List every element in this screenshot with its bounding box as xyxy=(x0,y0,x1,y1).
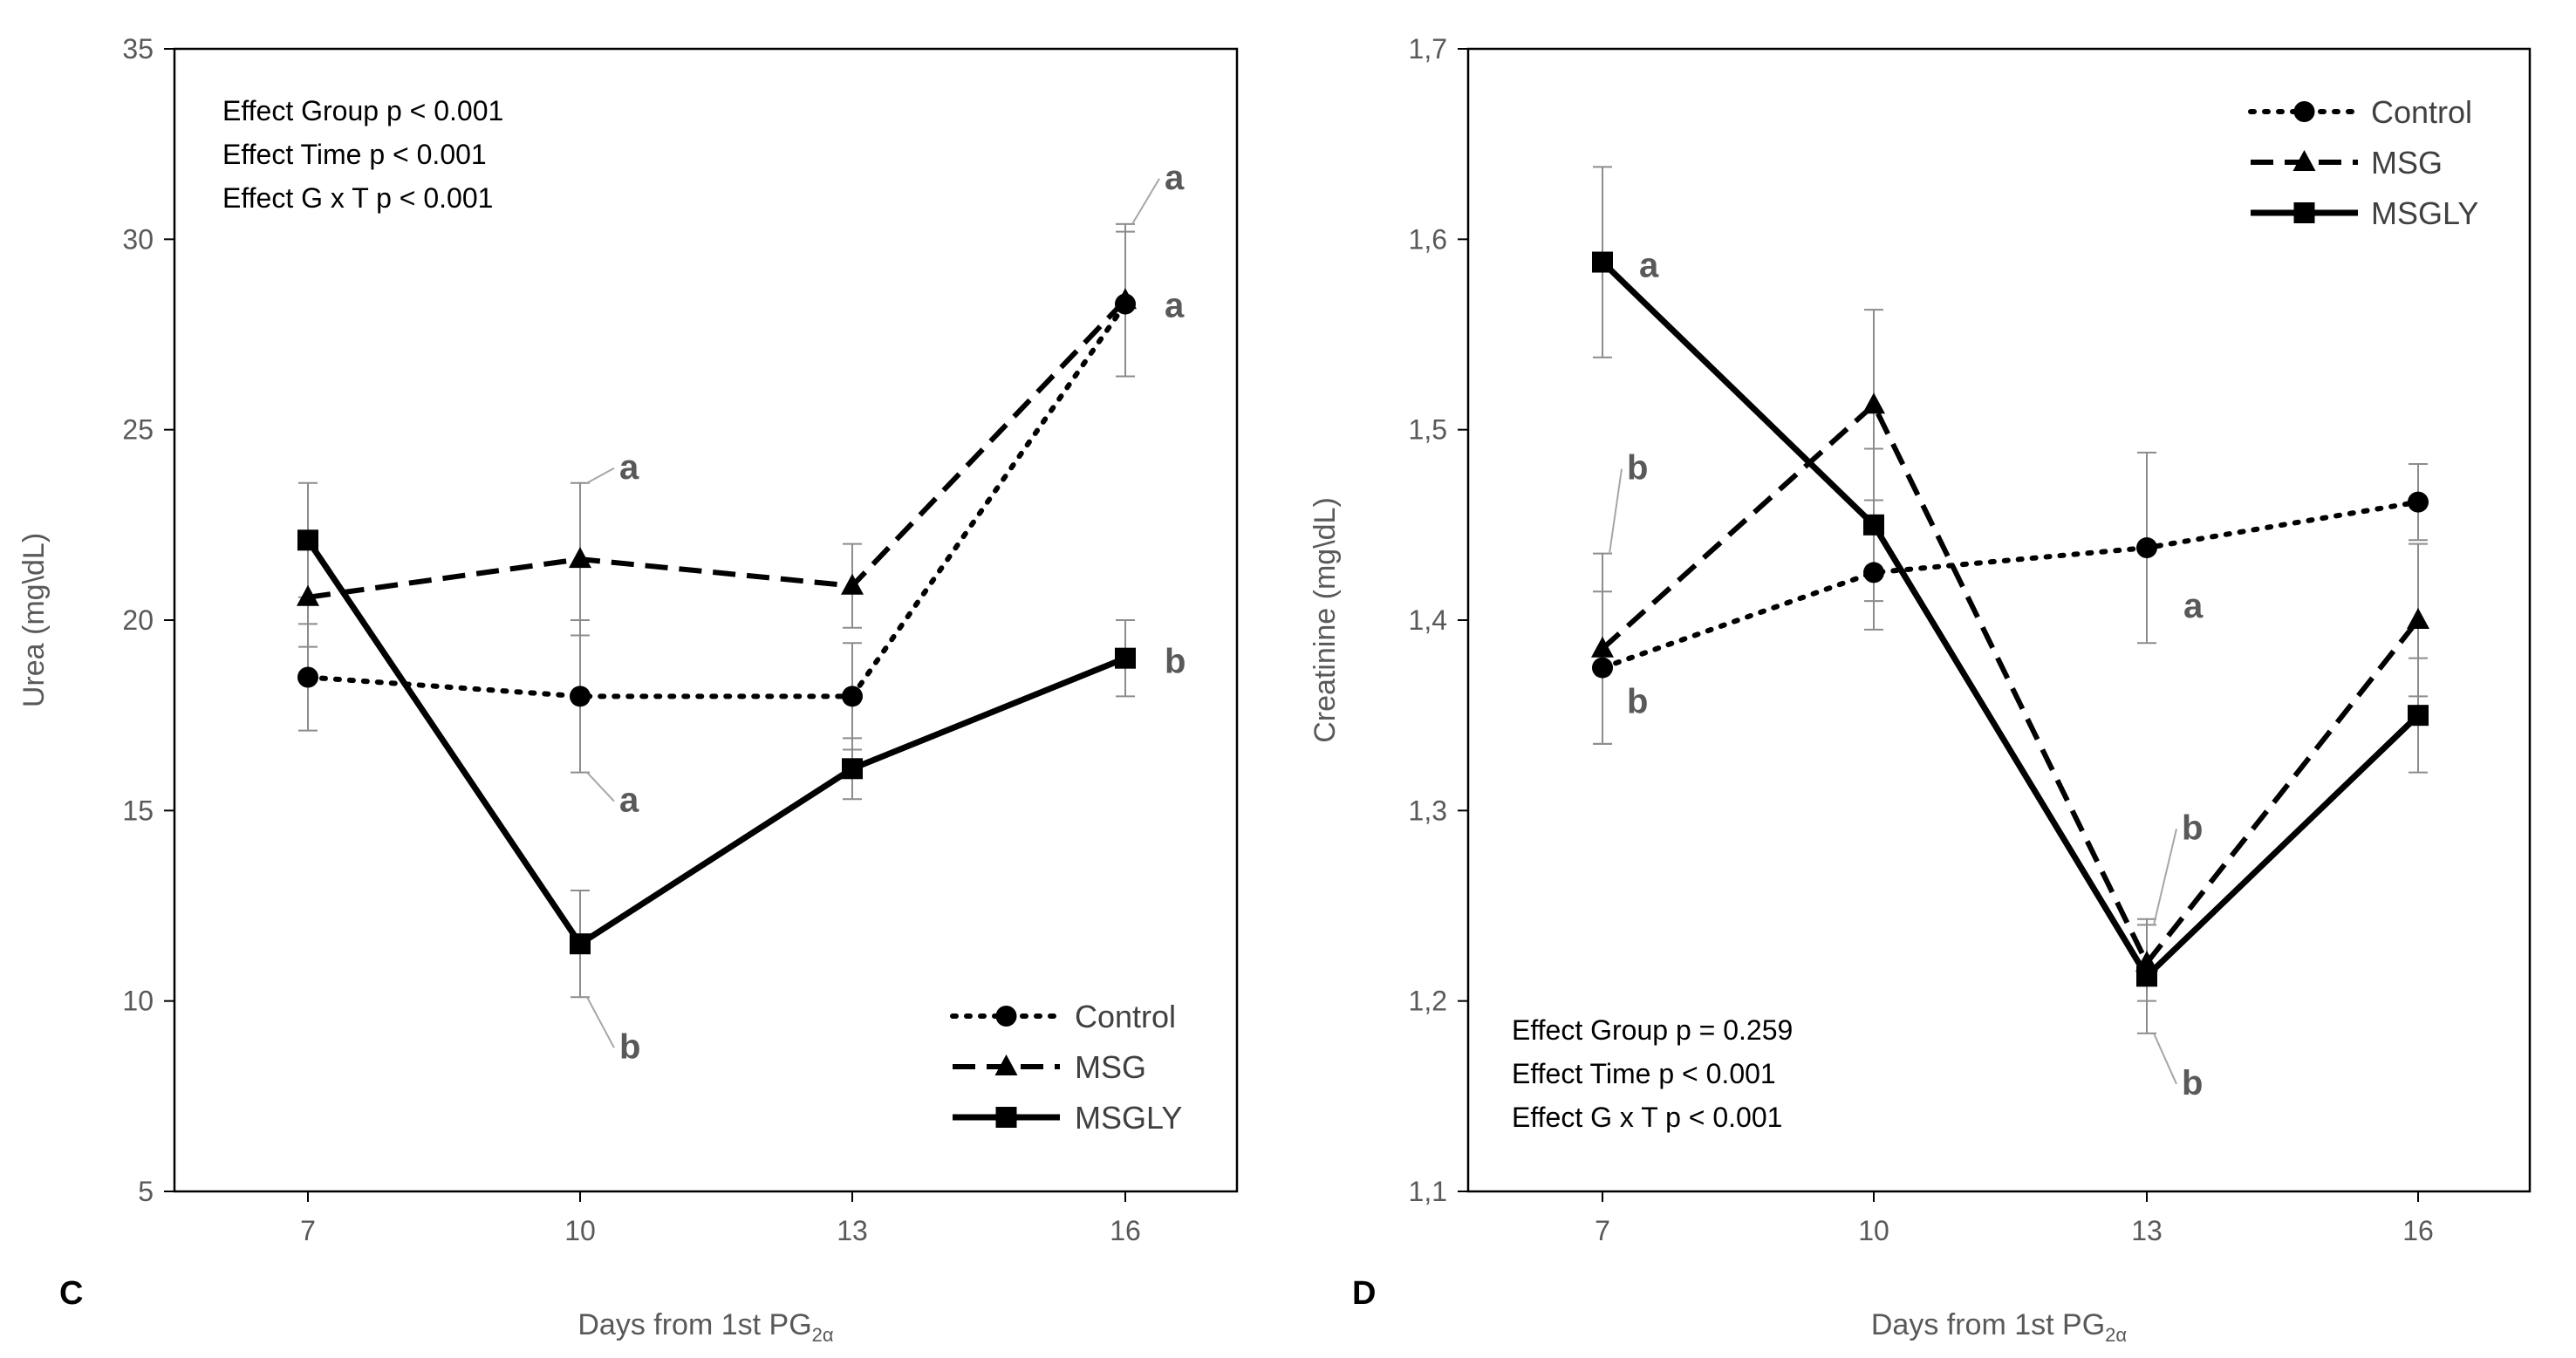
y-tick-label: 10 xyxy=(122,986,154,1017)
point-msg xyxy=(1114,288,1137,310)
legend-label-msg: MSG xyxy=(1075,1049,1146,1085)
y-tick-label: 5 xyxy=(138,1176,154,1207)
significance-label: b xyxy=(1627,449,1648,488)
x-tick-label: 16 xyxy=(1110,1215,1141,1246)
point-control xyxy=(1592,657,1613,679)
legend-label-msgly: MSGLY xyxy=(1075,1100,1182,1136)
y-tick-label: 1,3 xyxy=(1409,795,1447,826)
significance-label: b xyxy=(619,1027,640,1066)
point-msgly xyxy=(1592,251,1613,273)
x-tick-label: 16 xyxy=(2402,1215,2434,1246)
point-msgly xyxy=(2136,966,2157,987)
point-msg xyxy=(1862,392,1885,414)
legend-marker-msgly xyxy=(995,1107,1017,1128)
x-tick-label: 13 xyxy=(837,1215,868,1246)
annotation-leader xyxy=(2153,1033,2177,1085)
y-tick-label: 1,2 xyxy=(1409,986,1447,1017)
point-msg xyxy=(297,584,319,606)
series-line-control xyxy=(305,301,1128,699)
significance-label: b xyxy=(2182,809,2203,847)
point-control xyxy=(297,666,318,688)
x-tick-label: 10 xyxy=(1858,1215,1889,1246)
series-line-msg xyxy=(1600,402,2421,966)
annotation-leader xyxy=(2153,829,2177,925)
stat-text: Effect Group p < 0.001 xyxy=(222,95,503,126)
significance-label: b xyxy=(2182,1064,2203,1102)
significance-label: a xyxy=(1165,159,1185,197)
point-msg xyxy=(2407,608,2429,629)
annotation-leader xyxy=(586,467,615,484)
significance-label: a xyxy=(619,781,639,820)
x-tick-label: 7 xyxy=(1595,1215,1610,1246)
legend-label-msg: MSG xyxy=(2371,145,2443,181)
series-line-msgly xyxy=(1600,260,2421,979)
point-msgly xyxy=(1863,514,1884,536)
point-control xyxy=(2408,491,2429,513)
annotation-leader xyxy=(586,771,615,802)
stat-text: Effect G x T p < 0.001 xyxy=(222,182,493,214)
series-line-msgly xyxy=(305,538,1127,947)
y-tick-label: 25 xyxy=(122,414,154,446)
y-axis-title: Creatinine (mg\dL) xyxy=(1308,497,1342,743)
annotation-leader xyxy=(586,996,615,1048)
legend-marker-msgly xyxy=(2293,202,2315,223)
panel-letter: C xyxy=(59,1275,83,1312)
point-control xyxy=(842,686,863,707)
legend-marker-msg xyxy=(2292,150,2316,171)
legend-label-control: Control xyxy=(2371,94,2472,130)
y-tick-label: 30 xyxy=(122,223,154,255)
point-control xyxy=(2136,537,2157,559)
significance-label: a xyxy=(1639,247,1659,285)
chart-creatinine: 1,1 1,2 1,3 1,4 1,5 1,6 1,7 7 10 13 16 Days from 1s… xyxy=(1308,33,2532,1346)
significance-label: a xyxy=(2183,587,2204,625)
point-msgly xyxy=(570,933,591,955)
legend-marker-control xyxy=(995,1006,1017,1027)
stat-text: Effect Group p = 0.259 xyxy=(1512,1014,1793,1046)
annotation-leader xyxy=(1609,468,1623,554)
y-tick-label: 35 xyxy=(122,33,154,65)
y-tick-label: 15 xyxy=(122,795,154,826)
x-axis-title: Days from 1st PG2α xyxy=(577,1308,834,1346)
chart-urea: 5 10 15 20 25 30 35 7 10 13 16 Days from 1st PG2α Ur… xyxy=(17,33,1239,1346)
significance-label: a xyxy=(1165,287,1185,325)
annotation-leader xyxy=(1131,178,1160,225)
point-msg xyxy=(1591,636,1614,658)
x-tick-label: 13 xyxy=(2131,1215,2163,1246)
legend-label-msgly: MSGLY xyxy=(2371,195,2478,231)
y-tick-label: 1,5 xyxy=(1409,414,1447,446)
point-msg xyxy=(841,573,864,595)
significance-label: b xyxy=(1627,683,1648,721)
point-control xyxy=(1863,562,1884,583)
legend-marker-msg xyxy=(994,1054,1018,1075)
x-tick-label: 10 xyxy=(564,1215,596,1246)
stat-text: Effect Time p < 0.001 xyxy=(1512,1058,1776,1089)
point-msgly xyxy=(842,758,863,780)
y-tick-label: 20 xyxy=(122,604,154,636)
y-tick-label: 1,7 xyxy=(1409,33,1447,65)
point-msgly xyxy=(2408,705,2429,727)
x-axis-title: Days from 1st PG2α xyxy=(1871,1308,2128,1346)
point-msg xyxy=(569,547,591,569)
x-axis-title-subscript: 2α xyxy=(812,1324,834,1346)
x-axis-title-subscript: 2α xyxy=(2105,1324,2127,1346)
point-msgly xyxy=(297,529,318,551)
stat-text: Effect Time p < 0.001 xyxy=(222,139,487,170)
stat-text: Effect G x T p < 0.001 xyxy=(1512,1102,1782,1133)
y-tick-label: 1,6 xyxy=(1409,223,1447,255)
significance-label: a xyxy=(619,448,639,487)
significance-label: b xyxy=(1165,643,1186,681)
x-tick-label: 7 xyxy=(300,1215,316,1246)
point-msgly xyxy=(1115,647,1136,669)
legend-marker-control xyxy=(2293,101,2315,122)
y-tick-label: 1,4 xyxy=(1409,604,1447,636)
series-line-msg xyxy=(307,298,1128,600)
legend-label-control: Control xyxy=(1075,999,1176,1034)
y-tick-label: 1,1 xyxy=(1409,1176,1447,1207)
series-line-control xyxy=(1600,499,2421,671)
y-axis-title: Urea (mg\dL) xyxy=(17,533,51,707)
point-control xyxy=(570,686,591,707)
panel-letter: D xyxy=(1352,1275,1376,1312)
